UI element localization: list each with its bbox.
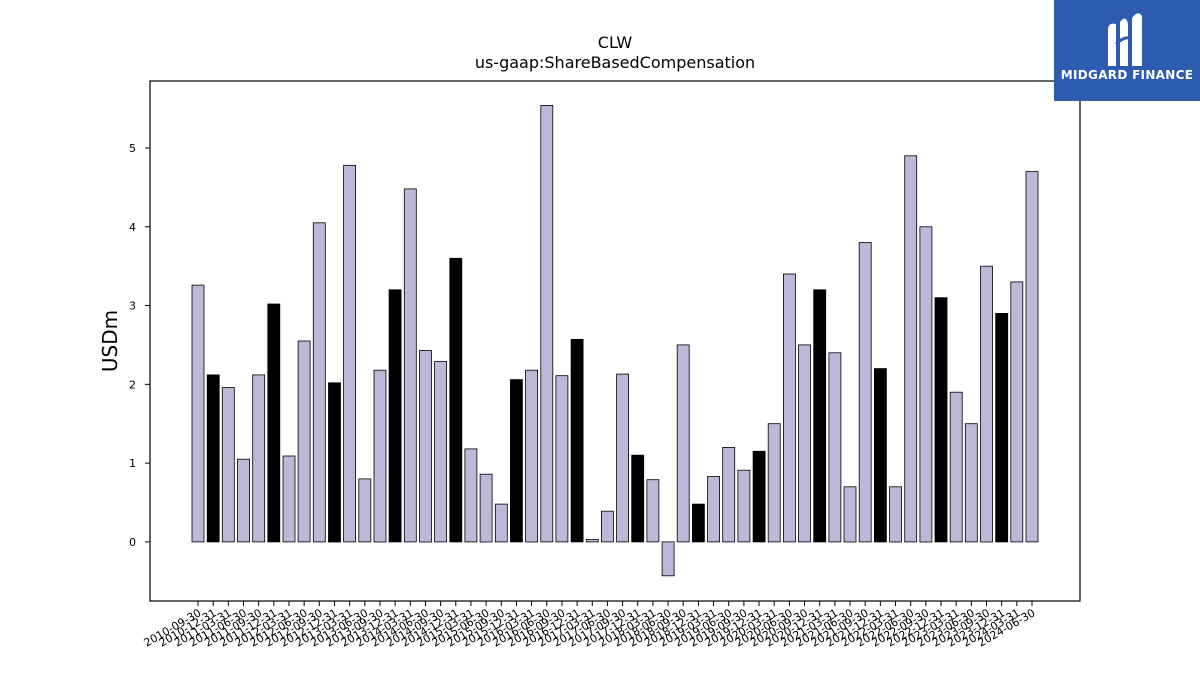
bar-2016-12-31	[570, 338, 584, 543]
bar-2021-09-30	[858, 242, 872, 543]
bar-2019-06-30	[722, 446, 736, 543]
bar-2011-12-31	[267, 303, 281, 543]
bar-2013-03-31	[343, 164, 357, 543]
y-tick-label: 3	[129, 300, 136, 313]
bar-2022-06-30	[904, 155, 918, 543]
bar-2012-06-30	[297, 340, 311, 543]
bar-2022-12-31	[934, 297, 948, 543]
bar-2013-12-31	[388, 289, 402, 543]
y-tick-label: 1	[129, 457, 136, 470]
bar-2011-09-30	[252, 374, 266, 543]
y-axis: 0 1 2 3 4 5	[129, 142, 150, 549]
y-tick-label: 5	[129, 142, 136, 155]
bar-2012-09-30	[312, 222, 326, 543]
bar-2016-09-30	[555, 375, 569, 543]
bar-2017-12-31	[631, 454, 645, 543]
bar-2023-09-30	[980, 265, 993, 543]
bar-series	[191, 105, 1039, 577]
bar-2017-06-30	[601, 510, 614, 543]
y-tick-label: 0	[129, 536, 136, 549]
bar-2018-12-31	[692, 503, 705, 543]
bar-2015-06-30	[479, 473, 493, 543]
bar-2011-03-31	[221, 387, 235, 543]
chart-subtitle: us-gaap:ShareBasedCompensation	[475, 53, 755, 72]
bar-2015-09-30	[494, 503, 508, 543]
bar-2010-12-31	[206, 374, 220, 543]
logo-text: MIDGARD FINANCE	[1060, 68, 1194, 82]
bar-2019-03-31	[707, 476, 720, 543]
logo-mark-icon	[1108, 13, 1142, 67]
bar-2021-06-30	[843, 486, 857, 543]
bar-2022-03-31	[889, 486, 902, 543]
y-tick-label: 4	[129, 221, 136, 234]
bar-2024-03-31	[1010, 281, 1024, 543]
bar-2016-06-30	[540, 105, 554, 543]
bar-2013-09-30	[373, 369, 387, 543]
bar-2020-12-31	[813, 289, 827, 543]
bar-2014-09-30	[434, 361, 448, 543]
bar-2011-06-30	[237, 458, 250, 543]
bar-2023-12-31	[995, 312, 1009, 543]
bar-2018-03-31	[646, 479, 660, 543]
y-axis-label: USDm	[98, 310, 122, 372]
bar-2018-09-30	[676, 344, 690, 543]
chart-title: CLW	[598, 33, 633, 52]
bar-2014-03-31	[403, 188, 417, 543]
bar-2012-03-31	[282, 455, 296, 543]
y-tick-label: 2	[129, 378, 136, 391]
bar-2020-09-30	[798, 344, 811, 543]
bar-2019-12-31	[752, 450, 766, 543]
bar-2010-09-30	[191, 284, 205, 543]
bar-2019-09-30	[737, 469, 751, 543]
bar-2024-06-30	[1025, 171, 1039, 543]
bar-2014-06-30	[419, 350, 432, 543]
bar-2012-12-31	[328, 382, 341, 543]
bar-2020-06-30	[783, 273, 796, 543]
bar-2016-03-31	[525, 369, 538, 543]
bar-2017-09-30	[616, 373, 629, 543]
bar-2015-12-31	[509, 379, 523, 543]
bar-2021-03-31	[828, 352, 842, 543]
bar-2013-06-30	[358, 478, 372, 543]
bar-2014-12-31	[449, 257, 463, 543]
x-axis: 2010-09-302010-12-312011-03-312011-06-30…	[142, 601, 1038, 650]
bar-2023-06-30	[964, 423, 978, 543]
bar-2022-09-30	[919, 226, 933, 543]
bar-2018-06-30	[661, 541, 675, 577]
bar-2020-03-31	[767, 423, 781, 543]
bar-2021-12-31	[874, 368, 887, 543]
plot-frame	[149, 80, 1081, 602]
midgard-finance-logo: MIDGARD FINANCE	[1054, 0, 1200, 101]
bar-2015-03-31	[464, 448, 478, 543]
bar-2023-03-31	[949, 391, 963, 543]
bar-2017-03-31	[585, 539, 599, 543]
